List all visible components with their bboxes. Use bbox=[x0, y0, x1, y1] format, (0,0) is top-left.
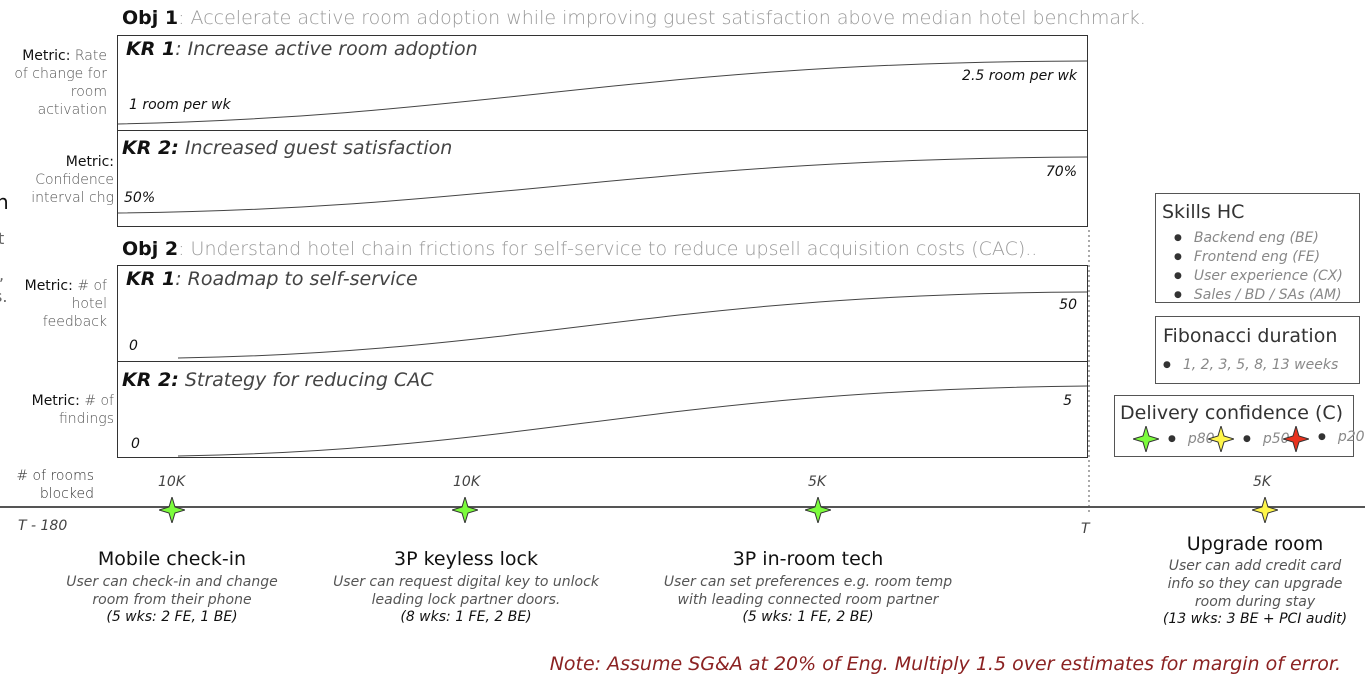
metric-text: # of hotel feedback bbox=[42, 278, 107, 330]
skill-item-sales: Sales / BD / SAs (AM) bbox=[1174, 287, 1343, 306]
skills-legend-title: Skills HC bbox=[1162, 201, 1245, 223]
kr-2-1-start-value: 0 bbox=[129, 338, 138, 354]
kr-2-2-end-value: 5 bbox=[1063, 393, 1072, 409]
kr-title-text: Strategy for reducing CAC bbox=[184, 369, 434, 391]
confidence-p80-label: p80 bbox=[1168, 431, 1215, 450]
milestone-3-star-icon bbox=[805, 497, 831, 523]
kr-1-2-title: KR 2: Increased guest satisfaction bbox=[122, 137, 452, 159]
kr-1-1-progress-curve bbox=[118, 60, 1087, 125]
milestone-1-estimate: (5 wks: 2 FE, 1 BE) bbox=[106, 609, 238, 625]
kr-2-1-metric: Metric: # of hotel feedback bbox=[8, 277, 107, 331]
footer-note: Note: Assume SG&A at 20% of Eng. Multipl… bbox=[550, 653, 1341, 675]
kr-1-2-start-value: 50% bbox=[124, 190, 156, 206]
objective-1-heading: Obj 1: Accelerate active room adoption w… bbox=[122, 7, 1146, 29]
rooms-blocked-label: # of rooms blocked bbox=[16, 468, 94, 502]
milestone-4-title: Upgrade room bbox=[1186, 533, 1324, 555]
milestone-2-star-icon bbox=[452, 497, 478, 523]
metric-key: Metric: bbox=[31, 393, 80, 409]
kr-label: KR 2: bbox=[122, 369, 179, 391]
confidence-p50-label: p50 bbox=[1243, 431, 1290, 450]
milestone-4-rooms: 5K bbox=[1253, 474, 1272, 490]
kr-label: KR 1 bbox=[126, 38, 176, 60]
metric-text: # of findings bbox=[58, 393, 114, 427]
timeline-start-label: T - 180 bbox=[18, 518, 68, 534]
confidence-legend: Delivery confidence (C) p80 p50 p20 bbox=[1114, 395, 1365, 457]
milestone-3-estimate: (5 wks: 1 FE, 2 BE) bbox=[742, 609, 874, 625]
milestone-2-description: User can request digital key to unlock l… bbox=[333, 574, 599, 608]
cutoff-text-d: s. bbox=[0, 287, 8, 306]
milestone-1-rooms: 10K bbox=[158, 474, 185, 490]
confidence-star-p80-icon bbox=[1133, 426, 1159, 452]
kr-label: KR 1 bbox=[126, 268, 176, 290]
kr-2-1-end-value: 50 bbox=[1059, 297, 1077, 313]
fibonacci-legend: Fibonacci duration 1, 2, 3, 5, 8, 13 wee… bbox=[1155, 316, 1360, 384]
confidence-p20-label: p20 bbox=[1318, 429, 1365, 448]
milestone-4-estimate: (13 wks: 3 BE + PCI audit) bbox=[1162, 611, 1348, 627]
kr-2-2-start-value: 0 bbox=[131, 436, 140, 452]
kr-2-1-progress-curve bbox=[177, 291, 1087, 359]
milestone-3-rooms: 5K bbox=[808, 474, 827, 490]
confidence-star-p50-icon bbox=[1208, 426, 1234, 452]
confidence-legend-title: Delivery confidence (C) bbox=[1120, 402, 1344, 424]
milestone-4-star-icon bbox=[1252, 497, 1278, 523]
milestone-2-rooms: 10K bbox=[453, 474, 480, 490]
milestone-2-estimate: (8 wks: 1 FE, 2 BE) bbox=[400, 609, 532, 625]
objective-2-heading: Obj 2: Understand hotel chain frictions … bbox=[122, 238, 1037, 260]
kr-title-text: Increased guest satisfaction bbox=[184, 137, 453, 159]
milestone-3-description: User can set preferences e.g. room temp … bbox=[663, 574, 953, 608]
kr-1-2-metric: Metric: Confidence interval chg bbox=[8, 153, 114, 207]
note-label: Note bbox=[549, 653, 595, 675]
kr-title-text: : Increase active room adoption bbox=[175, 38, 478, 60]
metric-key: Metric: bbox=[65, 154, 114, 170]
skill-item-frontend: Frontend eng (FE) bbox=[1174, 249, 1343, 268]
metric-key: Metric: bbox=[24, 278, 73, 294]
kr-2-2-box: KR 2: Strategy for reducing CAC 0 5 bbox=[117, 361, 1088, 458]
metric-text: Confidence interval chg bbox=[31, 172, 114, 206]
skills-list: Backend eng (BE) Frontend eng (FE) User … bbox=[1174, 230, 1343, 306]
kr-2-2-title: KR 2: Strategy for reducing CAC bbox=[122, 369, 433, 391]
cutoff-text-a: n bbox=[0, 190, 9, 214]
kr-1-2-progress-curve bbox=[118, 156, 1087, 214]
kr-1-1-box: KR 1: Increase active room adoption 1 ro… bbox=[117, 35, 1088, 131]
kr-2-1-box: KR 1: Roadmap to self-service 0 50 bbox=[117, 265, 1088, 362]
kr-1-1-title: KR 1: Increase active room adoption bbox=[126, 38, 478, 60]
cutoff-text-b: t bbox=[0, 229, 5, 248]
kr-1-1-metric: Metric: Rate of change for room activati… bbox=[8, 47, 107, 119]
milestone-2-title: 3P keyless lock bbox=[393, 548, 538, 570]
skill-item-ux: User experience (CX) bbox=[1174, 268, 1343, 287]
kr-2-2-progress-curve bbox=[177, 385, 1087, 457]
note-text: : Assume SG&A at 20% of Eng. Multiply 1.… bbox=[594, 653, 1341, 675]
kr-1-1-start-value: 1 room per wk bbox=[129, 97, 231, 113]
kr-1-2-end-value: 70% bbox=[1045, 164, 1077, 180]
objective-1-label: Obj 1 bbox=[122, 7, 179, 29]
skill-item-backend: Backend eng (BE) bbox=[1174, 230, 1343, 249]
objective-2-label: Obj 2 bbox=[122, 238, 179, 260]
metric-key: Metric: bbox=[22, 48, 71, 64]
skills-legend: Skills HC Backend eng (BE) Frontend eng … bbox=[1155, 193, 1360, 303]
objective-2-text: : Understand hotel chain frictions for s… bbox=[178, 238, 1038, 260]
milestone-4-description: User can add credit card info so they ca… bbox=[1167, 558, 1343, 610]
milestone-1-description: User can check-in and change room from t… bbox=[66, 574, 278, 608]
fibonacci-values: 1, 2, 3, 5, 8, 13 weeks bbox=[1163, 357, 1338, 376]
kr-label: KR 2: bbox=[122, 137, 179, 159]
milestone-1-title: Mobile check-in bbox=[97, 548, 247, 570]
kr-1-2-box: KR 2: Increased guest satisfaction 50% 7… bbox=[117, 130, 1088, 227]
fibonacci-legend-title: Fibonacci duration bbox=[1163, 325, 1338, 347]
kr-title-text: : Roadmap to self-service bbox=[175, 268, 418, 290]
confidence-star-p20-icon bbox=[1283, 426, 1309, 452]
kr-2-1-title: KR 1: Roadmap to self-service bbox=[126, 268, 418, 290]
milestone-3-title: 3P in-room tech bbox=[732, 548, 884, 570]
milestone-1-star-icon bbox=[159, 497, 185, 523]
kr-1-1-end-value: 2.5 room per wk bbox=[962, 68, 1077, 84]
objective-1-text: : Accelerate active room adoption while … bbox=[178, 7, 1146, 29]
kr-2-2-metric: Metric: # of findings bbox=[8, 392, 114, 428]
timeline-end-label: T bbox=[1081, 521, 1090, 537]
metric-text: Rate of change for room activation bbox=[14, 48, 107, 118]
cutoff-text-c: , bbox=[0, 265, 4, 284]
